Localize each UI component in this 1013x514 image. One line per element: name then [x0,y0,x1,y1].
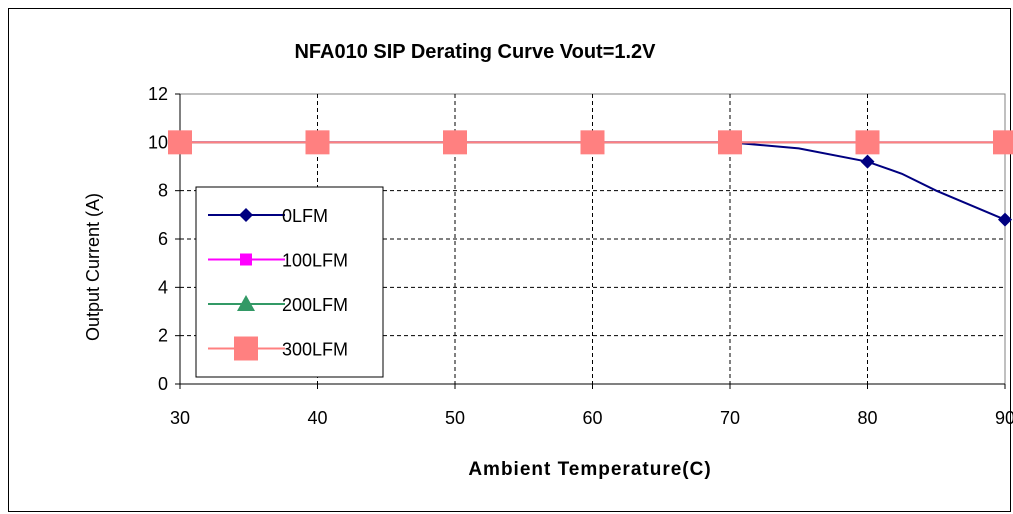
data-point-300LFM [306,130,330,154]
data-point-300LFM [856,130,880,154]
data-point-300LFM [993,130,1013,154]
data-point-300LFM [581,130,605,154]
x-tick-label: 70 [720,408,740,428]
y-tick-label: 10 [148,132,168,152]
y-tick-label: 4 [158,277,168,297]
x-axis-label: Ambient Temperature(C) [468,459,711,480]
legend-marker [240,254,252,266]
chart-title: NFA010 SIP Derating Curve Vout=1.2V [294,41,656,63]
y-axis-label: Output Current (A) [83,193,103,341]
x-tick-label: 30 [170,408,190,428]
legend: 0LFM 100LFM 200LFM 300LFM [196,187,383,377]
x-tick-label: 40 [307,408,327,428]
legend-entry-300LFM: 300LFM [282,340,348,360]
x-tick-label: 90 [995,408,1013,428]
legend-marker [234,337,258,361]
legend-entry-100LFM: 100LFM [282,251,348,271]
y-tick-label: 0 [158,374,168,394]
data-point-300LFM [168,130,192,154]
data-point-300LFM [443,130,467,154]
x-tick-label: 80 [857,408,877,428]
legend-entry-0LFM: 0LFM [282,206,328,226]
y-tick-label: 2 [158,326,168,346]
data-point-300LFM [718,130,742,154]
x-tick-label: 50 [445,408,465,428]
y-tick-label: 12 [148,84,168,104]
x-tick-label: 60 [582,408,602,428]
y-tick-label: 6 [158,229,168,249]
legend-entry-200LFM: 200LFM [282,295,348,315]
y-tick-label: 8 [158,181,168,201]
